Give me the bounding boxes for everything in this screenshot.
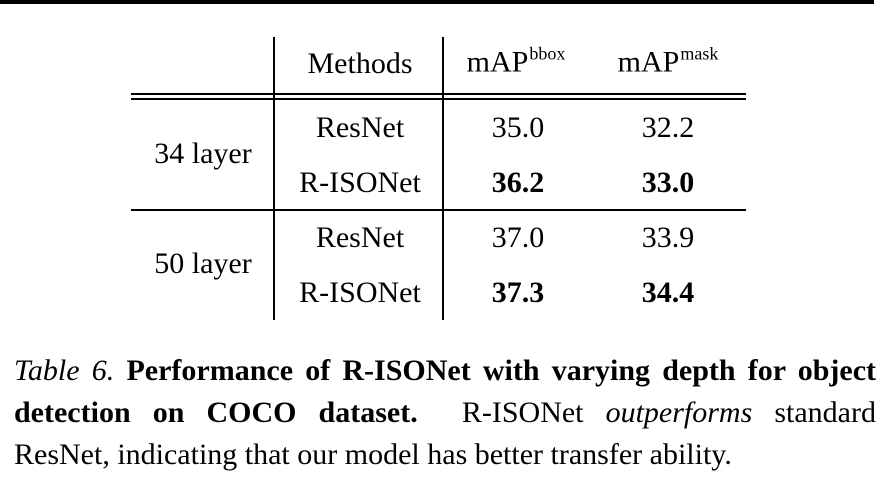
mask-cell-best: 34.4 [641, 276, 695, 309]
header-map-mask-sup: mask [680, 43, 719, 64]
method-cell: R-ISONet [299, 166, 421, 199]
header-map-mask: mAPmask [617, 43, 719, 84]
mask-cell: 33.9 [641, 221, 695, 254]
caption-text-end: standard ResNet, indicating that our mod… [14, 396, 876, 471]
mask-cell-best: 33.0 [641, 166, 695, 199]
method-cell: ResNet [315, 221, 405, 254]
bbox-cell: 35.0 [491, 111, 545, 144]
header-map-bbox-base: mAP [466, 45, 529, 79]
caption-text-start: R-ISONet [461, 396, 584, 429]
group-separator-rule [131, 209, 746, 211]
header-rule-bottom [131, 98, 746, 100]
caption-title: Performance of R-ISONet with varying dep… [14, 354, 876, 429]
header-map-bbox-sup: bbox [529, 43, 566, 64]
mask-cell: 32.2 [641, 111, 695, 144]
caption-emphasis: outperforms [605, 396, 753, 429]
header-methods: Methods [307, 47, 413, 80]
caption-label: Table 6. [14, 354, 115, 387]
header-map-bbox: mAPbbox [466, 43, 566, 84]
results-table: Methods mAPbbox mAPmask 34 layer ResNet … [131, 37, 746, 320]
top-rule [0, 0, 874, 4]
header-map-mask-base: mAP [617, 45, 680, 79]
column-rule-left [273, 37, 275, 320]
group-label: 50 layer [154, 247, 252, 280]
method-cell: ResNet [315, 111, 405, 144]
bbox-cell-best: 36.2 [491, 166, 545, 199]
bbox-cell-best: 37.3 [491, 276, 545, 309]
header-rule-top [131, 93, 746, 95]
method-cell: R-ISONet [299, 276, 421, 309]
bbox-cell: 37.0 [491, 221, 545, 254]
column-rule-right [442, 37, 444, 320]
table-caption: Table 6. Performance of R-ISONet with va… [14, 350, 876, 476]
group-label: 34 layer [154, 137, 252, 170]
